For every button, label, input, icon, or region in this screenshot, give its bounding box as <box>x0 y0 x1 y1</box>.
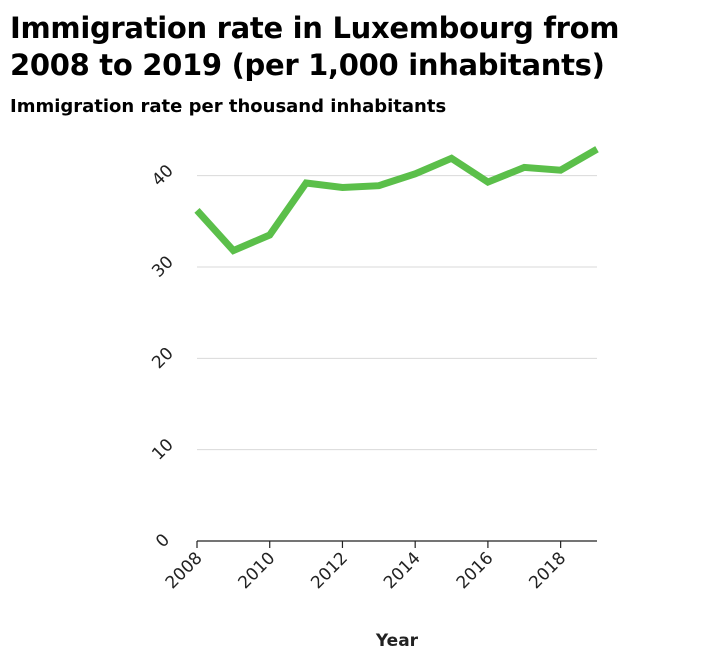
x-tick-label: 2012 <box>307 548 352 593</box>
y-tick-label: 0 <box>152 530 174 552</box>
series-line-0 <box>194 146 599 255</box>
chart-title: Immigration rate in Luxembourg from 2008… <box>10 11 620 82</box>
y-tick-label: 10 <box>148 435 177 464</box>
x-axis-label: Year <box>375 631 419 651</box>
x-tick-label: 2014 <box>380 548 425 593</box>
data-series <box>194 146 599 255</box>
x-axis <box>196 540 597 548</box>
x-tick-label: 2018 <box>525 548 570 593</box>
y-tick-label: 40 <box>148 161 177 190</box>
x-tick-label: 2010 <box>235 548 280 593</box>
y-tick-label: 20 <box>148 344 177 373</box>
x-tick-label: 2008 <box>162 548 207 593</box>
gridlines <box>197 175 597 451</box>
x-tick-label: 2016 <box>453 548 498 593</box>
x-tick-labels: 2008 2010 2012 2014 2016 2018 <box>162 548 570 593</box>
y-axis-label: Immigration rate per thousand inhabitant… <box>10 96 447 117</box>
y-tick-labels: 0 10 20 30 40 <box>148 161 177 552</box>
y-tick-label: 30 <box>148 252 177 281</box>
